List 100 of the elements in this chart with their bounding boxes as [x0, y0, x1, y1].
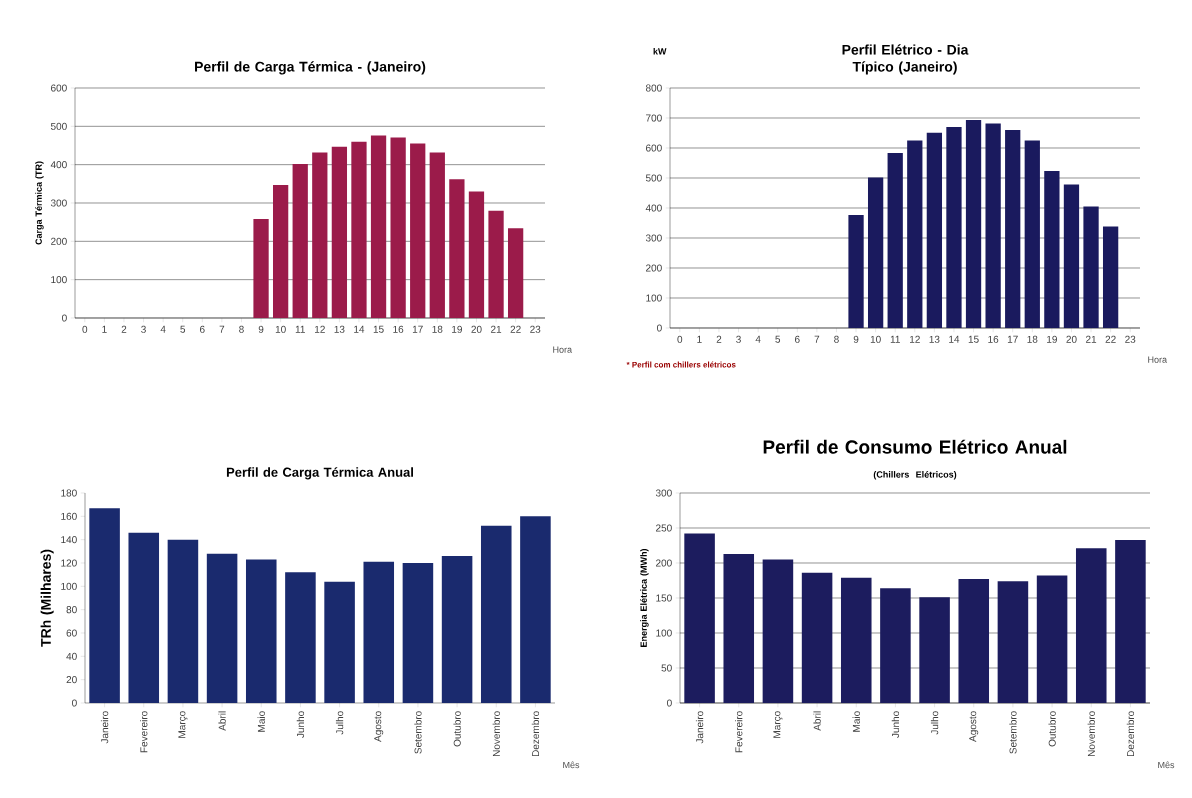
x-tick-label: 20 — [471, 325, 482, 333]
bar — [840, 577, 872, 703]
x-tick-label: 9 — [853, 335, 859, 343]
x-tick-label: Junho — [891, 711, 900, 738]
x-tick-label: 21 — [1085, 335, 1097, 343]
x-tick-label: 14 — [949, 335, 960, 343]
y-tick-label: 0 — [72, 699, 77, 707]
bar — [1075, 548, 1107, 703]
bar — [1044, 171, 1060, 328]
bar — [128, 532, 160, 703]
x-tick-label: 21 — [490, 325, 502, 333]
bar — [946, 127, 962, 328]
bar — [480, 525, 512, 703]
x-tick-label: 5 — [775, 335, 781, 343]
x-tick-label: 6 — [795, 335, 800, 343]
y-tick-label: 400 — [50, 161, 67, 169]
y-tick-label: 100 — [61, 582, 77, 590]
x-tick-label: Novembro — [492, 711, 500, 757]
x-tick-label: 0 — [82, 325, 88, 333]
bar — [363, 561, 395, 703]
bar — [253, 219, 269, 318]
y-tick-label: 200 — [656, 559, 672, 567]
bar — [468, 191, 485, 318]
chart-title: Perfil de Consumo Elétrico Anual — [763, 439, 1067, 454]
x-tick-label: 12 — [315, 325, 325, 333]
x-tick-label: 16 — [393, 325, 404, 333]
x-tick-label: Janeiro — [695, 711, 704, 744]
x-tick-label: 16 — [988, 335, 999, 343]
bar — [245, 559, 277, 703]
y-tick-label: 300 — [50, 199, 67, 207]
bar — [965, 120, 982, 328]
y-axis-title: Carga Térmica (TR) — [35, 161, 44, 245]
x-tick-label: Novembro — [1087, 711, 1095, 757]
bar — [1115, 539, 1146, 703]
x-tick-label: Junho — [296, 711, 305, 738]
bar — [410, 143, 426, 318]
x-tick-label: 4 — [160, 325, 166, 333]
x-tick-label: 11 — [295, 325, 305, 333]
x-tick-label: 1 — [102, 325, 107, 333]
bar — [1063, 184, 1080, 328]
x-tick-label: 5 — [180, 325, 186, 333]
x-tick-label: Maio — [257, 711, 265, 732]
y-tick-label: 140 — [61, 536, 77, 544]
y-tick-label: 0 — [62, 314, 67, 322]
x-tick-label: 17 — [1007, 335, 1018, 343]
y-tick-label: 400 — [645, 204, 662, 212]
y-tick-label: 160 — [61, 512, 77, 520]
x-tick-label: 23 — [530, 325, 541, 333]
bar — [997, 581, 1029, 703]
bar — [370, 135, 387, 318]
y-tick-label: 0 — [667, 699, 672, 707]
x-tick-label: 22 — [1105, 335, 1116, 343]
x-tick-label: 1 — [697, 335, 702, 343]
bar — [1005, 130, 1021, 328]
bar — [351, 141, 367, 318]
bar — [926, 132, 943, 328]
bar — [89, 508, 120, 703]
bar — [723, 553, 755, 703]
bar — [880, 588, 911, 703]
y-tick-label: 150 — [656, 594, 672, 602]
y-tick-label: 250 — [656, 524, 672, 532]
x-tick-label: Março — [773, 711, 783, 738]
y-axis-title: Energia Elétrica (MWh) — [640, 548, 649, 647]
bar — [958, 579, 990, 703]
chart-subtitle: (Chillers Elétricos) — [873, 470, 957, 480]
x-tick-label: Fevereiro — [735, 711, 743, 753]
bar — [449, 179, 465, 318]
y-tick-label: 500 — [645, 174, 662, 182]
bar — [1102, 226, 1119, 328]
bar — [273, 184, 289, 318]
x-tick-label: 9 — [258, 325, 264, 333]
y-tick-label: 100 — [51, 276, 67, 284]
y-tick-label: 120 — [61, 559, 77, 567]
x-tick-label: 4 — [755, 335, 761, 343]
x-tick-label: Outubro — [453, 711, 461, 747]
x-tick-label: Janeiro — [100, 711, 109, 744]
bar — [292, 163, 308, 318]
y-tick-label: 50 — [661, 664, 672, 672]
x-tick-label: 22 — [510, 325, 521, 333]
x-tick-label: Dezembro — [1126, 711, 1135, 757]
x-tick-label: Abril — [218, 711, 226, 731]
bar — [1024, 140, 1040, 328]
x-tick-label: 13 — [334, 325, 345, 333]
bar — [801, 572, 833, 703]
x-tick-label: Julho — [930, 711, 939, 735]
x-tick-label: Fevereiro — [140, 711, 148, 753]
x-tick-label: 7 — [814, 335, 820, 343]
x-axis-title: Hora — [1148, 356, 1168, 363]
x-tick-label: 11 — [890, 335, 900, 343]
x-tick-label: 19 — [1047, 335, 1057, 343]
y-tick-label: 80 — [66, 606, 77, 614]
x-tick-label: 8 — [239, 325, 244, 333]
bar — [429, 152, 445, 318]
y-tick-label: 180 — [61, 489, 77, 497]
chart-title: Perfil de Carga Térmica - (Janeiro) — [195, 61, 426, 75]
bar — [402, 562, 434, 703]
x-tick-label: Julho — [335, 711, 344, 735]
y-tick-label: 600 — [51, 84, 67, 92]
x-tick-label: 18 — [432, 325, 443, 333]
x-tick-label: 14 — [354, 325, 365, 333]
